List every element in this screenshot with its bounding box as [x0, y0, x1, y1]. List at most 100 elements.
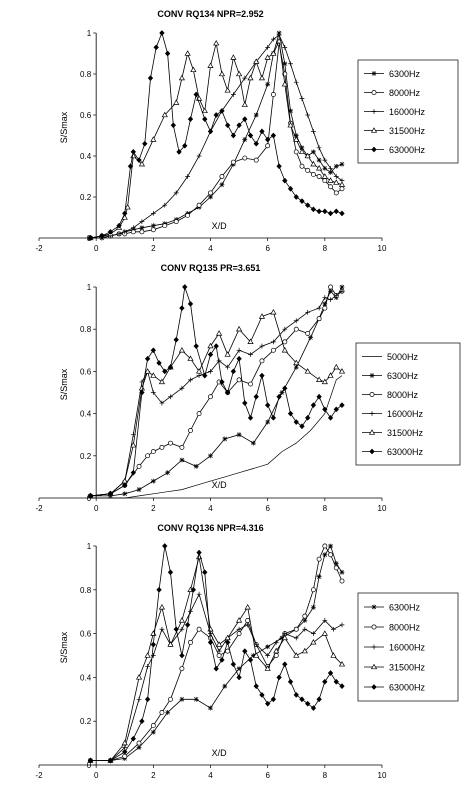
y-tick-label: 0.8: [80, 586, 92, 595]
x-tick-label: 6: [265, 771, 270, 780]
data-point: [107, 228, 114, 235]
data-point: [253, 652, 260, 658]
data-point: [150, 630, 157, 636]
data-point: [188, 428, 193, 433]
legend-swatch-marker: [371, 71, 377, 76]
data-point: [230, 92, 236, 97]
data-point: [187, 300, 194, 307]
data-point: [265, 143, 271, 149]
data-point: [328, 552, 333, 558]
x-tick-label: 2: [151, 771, 156, 780]
data-point: [316, 556, 322, 562]
data-point: [339, 210, 345, 217]
data-point: [288, 108, 293, 114]
x-tick-label: -2: [35, 771, 43, 780]
data-point: [276, 674, 282, 681]
data-point: [299, 163, 305, 169]
data-point: [184, 621, 191, 628]
data-point: [301, 647, 308, 654]
data-point: [196, 411, 202, 417]
legend-entry: 16000Hz: [387, 409, 424, 419]
data-point: [130, 229, 136, 235]
data-point: [179, 305, 185, 312]
legend-swatch-marker: [371, 109, 377, 114]
series-line: [90, 311, 343, 497]
x-tick-label: 2: [151, 244, 156, 253]
data-point: [142, 140, 148, 147]
data-point: [188, 609, 193, 615]
data-point: [245, 622, 251, 628]
data-point: [179, 626, 185, 632]
data-point: [208, 631, 213, 636]
data-point: [316, 208, 322, 215]
x-tick-label: 8: [323, 244, 328, 253]
data-point: [208, 369, 213, 374]
data-point: [87, 757, 94, 764]
data-point: [328, 288, 333, 294]
legend-entry: 31500Hz: [389, 126, 426, 136]
x-tick-label: -2: [35, 244, 43, 253]
data-point: [122, 748, 128, 755]
data-point: [270, 339, 276, 345]
data-point: [293, 359, 300, 366]
data-point: [339, 402, 345, 409]
data-point: [207, 62, 214, 68]
x-tick-label: 6: [265, 504, 270, 513]
data-point: [316, 145, 322, 151]
data-point: [333, 561, 339, 566]
chart-title: CONV RQ134 NPR=2.952: [157, 9, 263, 19]
data-point: [316, 174, 322, 179]
data-point: [305, 112, 311, 118]
data-point: [310, 402, 317, 409]
data-point: [236, 432, 242, 438]
x-axis-label: X/D: [212, 221, 228, 231]
data-point: [165, 470, 171, 476]
data-point: [339, 284, 345, 290]
y-axis-label: S/Smax: [59, 111, 69, 143]
data-point: [282, 339, 288, 345]
data-point: [322, 178, 328, 184]
data-point: [265, 644, 271, 650]
y-tick-label: 0.8: [80, 70, 92, 79]
data-point: [173, 99, 180, 105]
data-point: [202, 116, 208, 123]
data-point: [150, 223, 156, 229]
data-point: [207, 128, 214, 135]
data-point: [305, 330, 311, 336]
data-point: [250, 440, 256, 446]
data-point: [311, 604, 316, 610]
data-point: [304, 700, 311, 707]
data-point: [156, 586, 162, 593]
data-point: [316, 376, 323, 382]
data-point: [248, 381, 253, 387]
data-point: [250, 653, 256, 658]
data-point: [270, 347, 276, 353]
data-point: [208, 453, 213, 459]
series-6300Hz: [88, 284, 345, 499]
data-point: [270, 132, 277, 139]
legend-swatch-marker: [371, 604, 377, 610]
data-point: [293, 136, 300, 142]
legend-entry: 31500Hz: [389, 663, 426, 673]
data-point: [139, 229, 145, 235]
data-point: [310, 160, 317, 167]
data-point: [159, 444, 165, 450]
data-point: [270, 309, 277, 315]
x-tick-label: -2: [35, 504, 43, 513]
data-point: [339, 288, 345, 294]
data-point: [158, 378, 166, 385]
data-point: [187, 116, 194, 123]
data-point: [316, 393, 322, 400]
data-point: [159, 400, 165, 406]
data-point: [130, 225, 136, 231]
data-point: [293, 318, 299, 324]
data-point: [153, 44, 159, 51]
data-point: [144, 652, 151, 658]
data-point: [156, 359, 162, 366]
data-point: [193, 91, 199, 98]
data-point: [247, 132, 254, 139]
data-point: [282, 44, 288, 50]
data-point: [122, 229, 128, 235]
y-tick-label: 1: [87, 542, 92, 551]
data-point: [124, 203, 131, 210]
